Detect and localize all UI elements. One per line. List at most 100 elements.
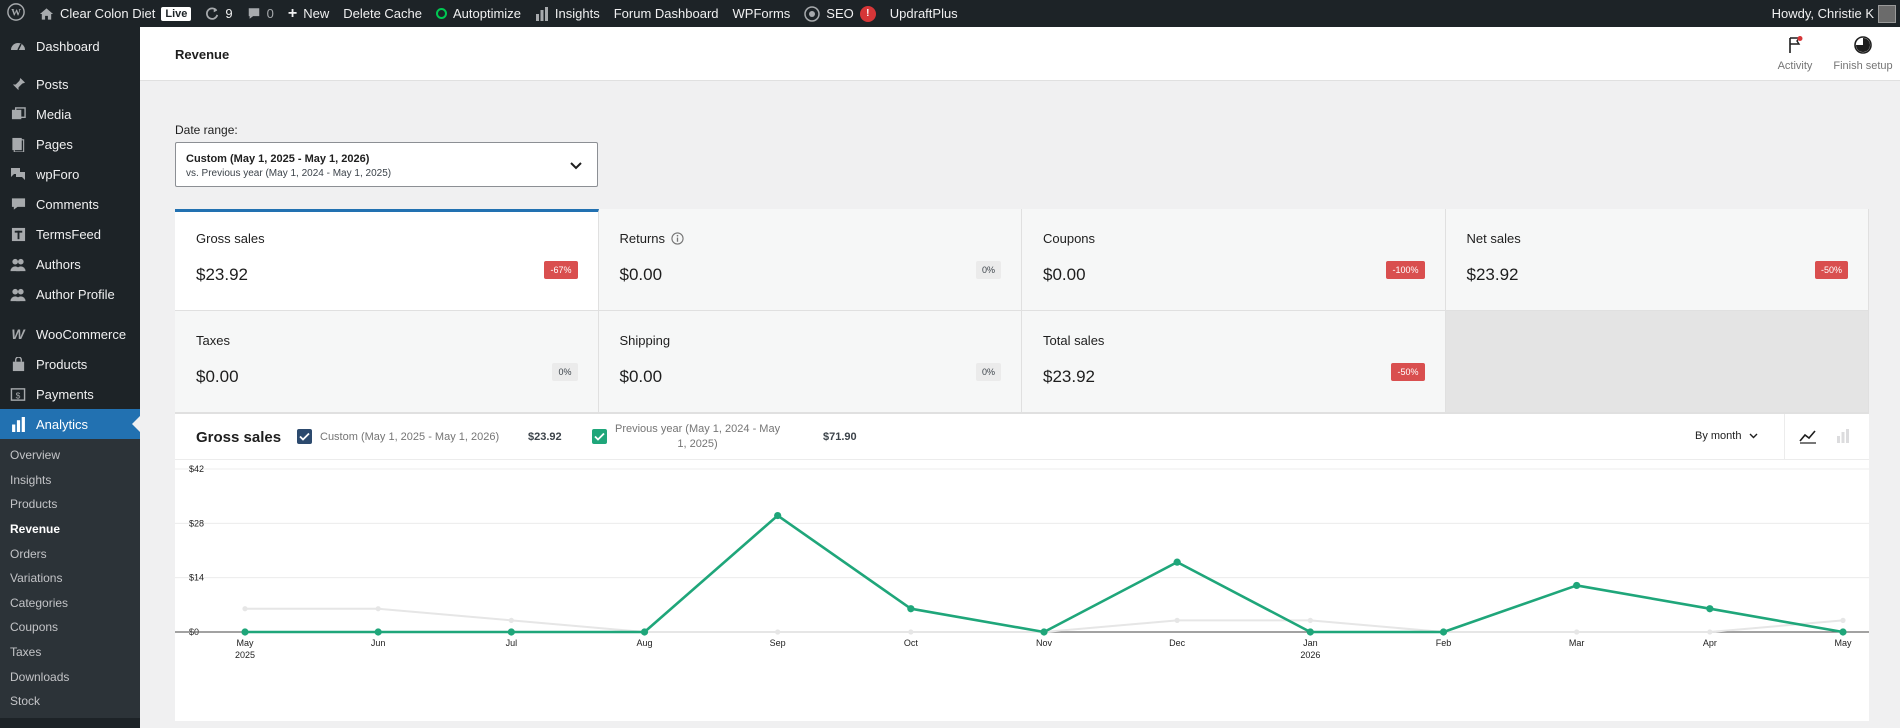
forum-dashboard-label: Forum Dashboard [613,6,719,21]
date-range-compare: vs. Previous year (May 1, 2024 - May 1, … [186,168,392,179]
author-profile-icon [8,284,28,304]
site-name-link[interactable]: Clear Colon Diet Live [32,0,198,27]
card-label: Returns [619,231,666,246]
sidebar-item-media[interactable]: Media [0,99,140,129]
submenu-revenue[interactable]: Revenue [10,522,61,537]
finish-setup-button[interactable]: Finish setup [1828,33,1898,72]
sidebar-item-wpforo[interactable]: wpForo [0,159,140,189]
sidebar-item-dashboard[interactable]: Dashboard [0,31,140,61]
sidebar-item-author-profile[interactable]: Author Profile [0,279,140,309]
sidebar-group-3: W WooCommerce Products $ Payments Analyt… [0,309,140,439]
svg-text:W: W [11,8,21,19]
submenu-insights[interactable]: Insights [10,472,52,487]
sidebar-label-media: Media [36,106,72,122]
seo-label: SEO [826,6,854,21]
card-shipping[interactable]: Shipping $0.00 0% [598,311,1022,413]
sidebar-item-analytics[interactable]: Analytics [0,409,140,439]
progress-ring-icon [1828,33,1898,57]
submenu-taxes[interactable]: Taxes [10,645,42,660]
account-menu[interactable]: Howdy, Christie K [1765,0,1900,27]
card-value: $0.00 [619,265,663,284]
bar-chart-icon[interactable] [1836,428,1850,449]
card-label: Total sales [1043,333,1105,348]
legend-previous-line2: 1, 2025) [677,438,718,450]
authors-icon [8,254,28,274]
delta-badge: -100% [1386,261,1425,279]
delete-cache-link[interactable]: Delete Cache [336,0,429,27]
updates-link[interactable]: 9 [198,0,239,27]
info-icon[interactable] [671,232,684,245]
wpforms-link[interactable]: WPForms [726,0,798,27]
x-tick-sublabel: 2026 [1300,650,1320,660]
sidebar-item-posts[interactable]: Posts [0,69,140,99]
delta-badge: -50% [1391,363,1425,381]
x-tick-label: Sep [770,638,786,648]
live-badge: Live [161,6,192,21]
sidebar-item-pages[interactable]: Pages [0,129,140,159]
card-returns[interactable]: Returns $0.00 0% [598,209,1022,311]
data-point-previous [508,617,514,623]
termsfeed-icon [8,224,28,244]
seo-link[interactable]: SEO ! [797,0,882,27]
wordpress-icon: W [7,3,25,24]
chevron-down-icon [1749,433,1758,439]
chart-header: Gross sales Custom (May 1, 2025 - May 1,… [175,414,1869,460]
sidebar-label-woocommerce: WooCommerce [36,326,127,342]
sidebar-item-woocommerce[interactable]: W WooCommerce [0,319,140,349]
card-label: Net sales [1466,231,1521,246]
legend-previous[interactable]: Previous year (May 1, 2024 - May 1, 2025… [592,422,780,452]
wordpress-logo[interactable]: W [0,0,32,27]
submenu-downloads[interactable]: Downloads [10,669,70,684]
chevron-down-icon [569,158,583,176]
date-range-picker[interactable]: Custom (May 1, 2025 - May 1, 2026) vs. P… [175,142,598,187]
sidebar-item-authors[interactable]: Authors [0,249,140,279]
pin-icon [8,74,28,94]
card-coupons[interactable]: Coupons $0.00 -100% [1022,209,1446,311]
wpforms-label: WPForms [732,6,791,21]
submenu-variations[interactable]: Variations [10,571,63,586]
card-value: $23.92 [1043,367,1095,386]
line-chart-icon[interactable] [1799,428,1817,449]
sidebar-label-dashboard: Dashboard [36,38,100,54]
sidebar-item-termsfeed[interactable]: TermsFeed [0,219,140,249]
pages-icon [8,134,28,154]
interval-select[interactable]: By month [1695,430,1758,442]
data-point-current [1706,605,1714,613]
card-taxes[interactable]: Taxes $0.00 0% [175,311,599,413]
submenu-categories[interactable]: Categories [10,595,69,610]
card-value: $0.00 [1043,265,1086,284]
data-point-current [907,605,915,613]
activity-button[interactable]: Activity [1760,33,1830,72]
autoptimize-link[interactable]: Autoptimize [429,0,528,27]
x-tick-label: Mar [1569,638,1585,648]
checkbox-checked-icon[interactable] [592,429,607,444]
sidebar-item-payments[interactable]: $ Payments [0,379,140,409]
card-total-sales[interactable]: Total sales $23.92 -50% [1022,311,1446,413]
updraftplus-link[interactable]: UpdraftPlus [883,0,965,27]
card-gross-sales[interactable]: Gross sales $23.92 -67% [175,209,599,311]
data-point-previous [1840,617,1846,623]
comment-bubble-icon [247,7,261,20]
comments-link[interactable]: 0 [240,0,281,27]
legend-previous-line1: Previous year (May 1, 2024 - May [615,423,781,435]
submenu-coupons[interactable]: Coupons [10,620,59,635]
checkbox-checked-icon[interactable] [297,429,312,444]
forum-dashboard-link[interactable]: Forum Dashboard [607,0,726,27]
sidebar-item-comments[interactable]: Comments [0,189,140,219]
submenu-stock[interactable]: Stock [10,694,41,709]
sidebar-item-products[interactable]: Products [0,349,140,379]
submenu-overview[interactable]: Overview [10,448,61,463]
dashboard-icon [8,36,28,56]
sidebar-label-authors: Authors [36,256,81,272]
data-point-previous [375,606,381,612]
submenu-products[interactable]: Products [10,497,58,512]
data-point-previous [1174,617,1180,623]
sidebar-label-pages: Pages [36,136,73,152]
submenu-orders[interactable]: Orders [10,546,47,561]
new-label: New [303,6,330,21]
insights-link[interactable]: Insights [528,0,607,27]
card-net-sales[interactable]: Net sales $23.92 -50% [1445,209,1869,311]
new-content-link[interactable]: + New [281,0,336,27]
interval-label: By month [1695,430,1742,442]
legend-current[interactable]: Custom (May 1, 2025 - May 1, 2026) [297,429,499,444]
